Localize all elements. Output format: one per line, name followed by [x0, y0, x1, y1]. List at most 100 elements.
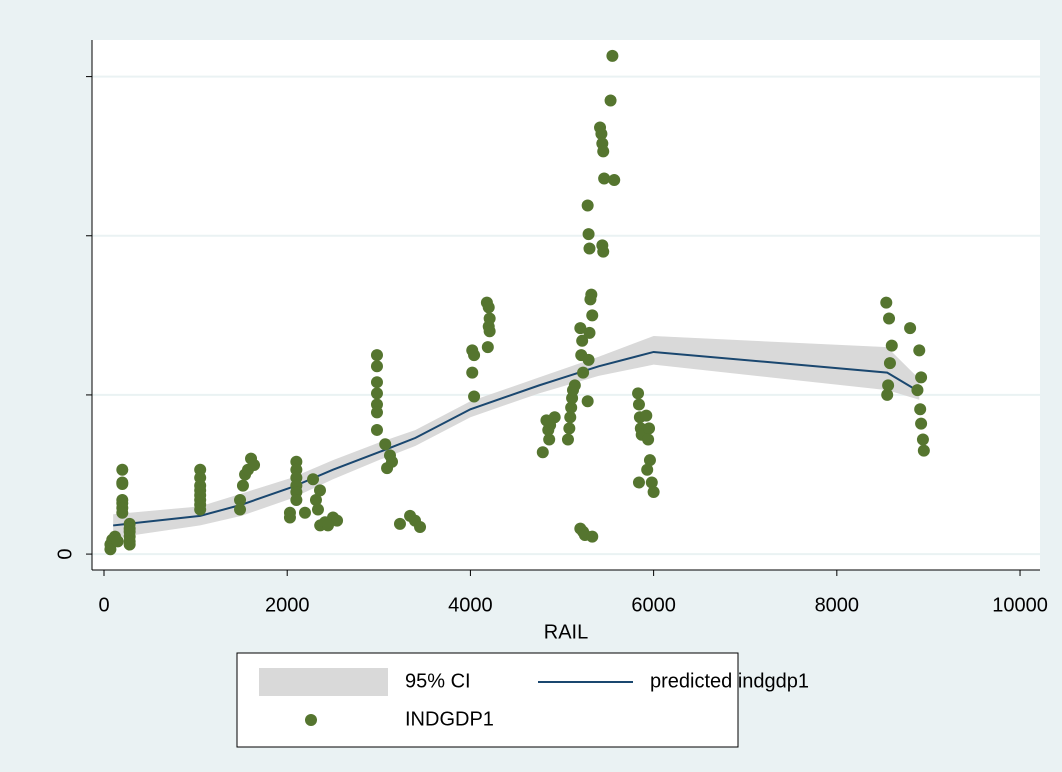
scatter-point: [309, 493, 322, 506]
x-axis-title: RAIL: [544, 621, 588, 643]
scatter-point: [632, 476, 645, 489]
plot-region: [92, 40, 1040, 570]
x-tick-label: 8000: [815, 594, 860, 616]
scatter-point: [883, 312, 896, 325]
scatter-point: [564, 411, 577, 424]
scatter-point: [917, 444, 930, 457]
legend-label: INDGDP1: [405, 708, 494, 730]
scatter-point: [116, 506, 129, 519]
scatter-point: [647, 486, 660, 499]
scatter-point: [370, 423, 383, 436]
scatter-point: [597, 245, 610, 258]
scatter-point: [542, 415, 555, 428]
scatter-point: [466, 366, 479, 379]
scatter-point: [568, 379, 581, 392]
legend: 95% CI predicted indgdp1 INDGDP1: [259, 668, 809, 730]
scatter-point: [248, 458, 261, 471]
legend-box: [236, 652, 739, 748]
scatter-point: [643, 454, 656, 467]
scatter-point: [583, 242, 596, 255]
scatter-point: [882, 379, 895, 392]
scatter-point: [584, 293, 597, 306]
scatter-point: [370, 349, 383, 362]
legend-swatch: [259, 668, 388, 696]
scatter-point: [111, 535, 124, 548]
scatter-point: [311, 503, 324, 516]
scatter-point: [379, 438, 392, 451]
scatter-point: [597, 145, 610, 158]
scatter-point: [586, 530, 599, 543]
scatter-point: [331, 514, 344, 527]
scatter-point: [582, 353, 595, 366]
scatter-point: [598, 172, 611, 185]
scatter-point: [321, 519, 334, 532]
scatter-point: [640, 409, 653, 422]
scatter-point: [298, 506, 311, 519]
scatter-point: [370, 376, 383, 389]
scatter-point: [881, 388, 894, 401]
legend-label: 95% CI: [405, 670, 471, 692]
scatter-point: [468, 390, 481, 403]
scatter-point: [911, 384, 924, 397]
scatter-point: [370, 406, 383, 419]
scatter-point: [236, 479, 249, 492]
scatter-point: [565, 401, 578, 414]
legend-swatch: [305, 714, 317, 726]
scatter-point: [595, 127, 608, 140]
scatter-point: [483, 325, 496, 338]
scatter-point: [582, 228, 595, 241]
scatter-point: [604, 94, 617, 107]
scatter-point: [234, 493, 247, 506]
scatter-point: [606, 49, 619, 62]
scatter-point: [904, 322, 917, 335]
scatter-point: [482, 301, 495, 314]
scatter-point: [914, 403, 927, 416]
legend-label: predicted indgdp1: [650, 670, 809, 692]
scatter-point: [123, 538, 136, 551]
scatter-point: [913, 344, 926, 357]
scatter-point: [574, 322, 587, 335]
scatter-point: [194, 503, 207, 516]
scatter-point: [481, 341, 494, 354]
data: [104, 49, 930, 556]
scatter-point: [581, 395, 594, 408]
scatter-point: [536, 446, 549, 459]
scatter-point: [116, 463, 129, 476]
scatter-point: [645, 476, 658, 489]
scatter-point: [370, 387, 383, 400]
scatter-point: [283, 511, 296, 524]
scatter-point: [307, 473, 320, 486]
scatter-point: [393, 517, 406, 530]
scatter-point: [641, 463, 654, 476]
scatter-point: [632, 398, 645, 411]
scatter-point: [915, 417, 928, 430]
x-tick-label: 2000: [265, 594, 310, 616]
scatter-point: [468, 349, 481, 362]
scatter-point: [885, 339, 898, 352]
scatter-point: [586, 309, 599, 322]
scatter-point: [234, 503, 247, 516]
scatter-point: [577, 366, 590, 379]
scatter-point: [576, 334, 589, 347]
y-tick-label: 0: [54, 549, 76, 560]
x-tick-label: 4000: [448, 594, 493, 616]
scatter-point: [643, 422, 656, 435]
x-tick-label: 0: [98, 594, 109, 616]
scatter-point: [916, 433, 929, 446]
scatter-point: [632, 387, 645, 400]
scatter-point: [581, 199, 594, 212]
scatter-point: [386, 455, 398, 468]
scatter-point: [543, 433, 556, 446]
scatter-point: [583, 326, 596, 339]
scatter-point: [608, 174, 621, 187]
axes: 0 0 2000 4000 6000 8000 10000: [54, 40, 1048, 616]
grid: [92, 75, 1040, 556]
x-tick-label: 10000: [992, 594, 1048, 616]
scatter-point: [104, 543, 117, 556]
scatter-point: [561, 433, 574, 446]
scatter-point: [314, 484, 326, 497]
scatter-point: [915, 371, 928, 384]
scatter-point: [370, 360, 383, 373]
x-tick-label: 6000: [631, 594, 676, 616]
